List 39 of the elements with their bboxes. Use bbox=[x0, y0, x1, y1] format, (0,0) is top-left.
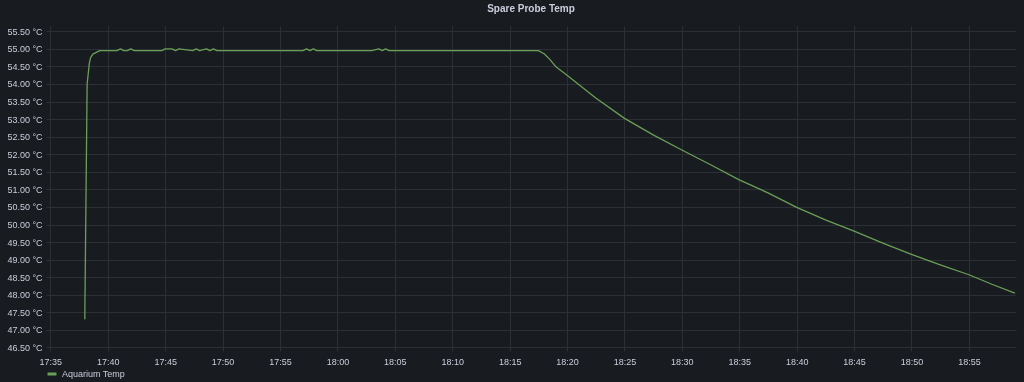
y-tick-label: 51.50 °C bbox=[7, 167, 43, 178]
y-tick-label: 54.50 °C bbox=[7, 61, 43, 72]
x-tick-label: 17:45 bbox=[154, 356, 177, 367]
line-series bbox=[84, 48, 1016, 321]
y-tick-label: 46.50 °C bbox=[7, 342, 43, 353]
x-tick-label: 18:55 bbox=[958, 356, 981, 367]
x-tick-label: 18:15 bbox=[498, 356, 522, 367]
x-tick-label: 18:10 bbox=[441, 356, 465, 367]
y-tick-label: 54.00 °C bbox=[7, 79, 43, 90]
y-tick-label: 52.00 °C bbox=[7, 149, 43, 160]
y-tick-label: 48.00 °C bbox=[7, 290, 43, 301]
y-tick-label: 55.00 °C bbox=[7, 44, 43, 55]
y-tick-label: 55.50 °C bbox=[7, 26, 43, 37]
legend-label: Aquarium Temp bbox=[62, 369, 125, 379]
y-tick-label: 48.50 °C bbox=[7, 272, 43, 283]
y-tick-label: 49.50 °C bbox=[7, 237, 43, 248]
chart-title: Spare Probe Temp bbox=[487, 3, 575, 14]
x-tick-label: 18:00 bbox=[326, 356, 350, 367]
x-tick-label: 18:30 bbox=[671, 356, 694, 367]
y-tick-label: 53.50 °C bbox=[7, 97, 43, 108]
x-tick-label: 18:05 bbox=[384, 356, 407, 367]
x-tick-label: 18:35 bbox=[728, 356, 752, 367]
x-tick-label: 17:55 bbox=[269, 356, 292, 367]
y-tick-label: 50.00 °C bbox=[7, 220, 43, 231]
x-tick-label: 18:45 bbox=[843, 356, 866, 367]
y-tick-label: 47.50 °C bbox=[7, 307, 43, 318]
y-tick-label: 52.50 °C bbox=[7, 132, 43, 143]
x-tick-label: 18:25 bbox=[613, 356, 637, 367]
y-tick-label: 49.00 °C bbox=[7, 255, 43, 266]
y-tick-label: 51.00 °C bbox=[7, 184, 43, 195]
x-tick-label: 17:35 bbox=[39, 356, 63, 367]
x-tick-label: 17:50 bbox=[211, 356, 235, 367]
x-tick-label: 18:50 bbox=[900, 356, 924, 367]
x-tick-label: 18:20 bbox=[556, 356, 579, 367]
x-tick-label: 18:40 bbox=[785, 356, 809, 367]
x-tick-label: 17:40 bbox=[97, 356, 120, 367]
y-tick-label: 47.00 °C bbox=[7, 325, 43, 336]
y-tick-label: 50.50 °C bbox=[7, 202, 43, 213]
y-tick-label: 53.00 °C bbox=[7, 114, 43, 125]
